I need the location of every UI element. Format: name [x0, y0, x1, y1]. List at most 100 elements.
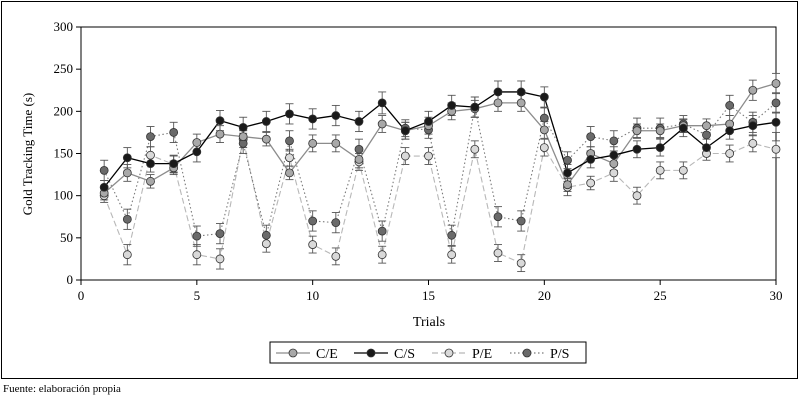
y-tick-label: 300 [54, 19, 74, 34]
x-tick-label: 10 [306, 288, 319, 303]
data-point-c-s [748, 121, 758, 131]
series-line-p-s [103, 102, 777, 237]
data-point-c-e [192, 138, 202, 147]
data-point-c-s [447, 101, 457, 110]
data-point-p-e [771, 144, 781, 154]
data-point-p-s [146, 132, 155, 142]
legend-label-p-s: P/S [550, 347, 569, 362]
data-point-c-e [215, 129, 225, 139]
data-point-c-e [771, 79, 781, 88]
data-point-p-e [539, 143, 549, 152]
data-point-p-s [261, 230, 271, 240]
data-point-p-s [539, 113, 549, 123]
data-point-p-e [424, 151, 433, 161]
data-point-c-s [655, 143, 665, 152]
data-point-c-s [331, 111, 341, 120]
data-point-p-e [609, 168, 619, 178]
data-point-c-s [261, 117, 271, 126]
data-point-c-s [678, 123, 688, 133]
y-tick-label: 0 [67, 272, 74, 287]
legend-marker-p-e [444, 348, 454, 358]
data-point-p-e [678, 165, 688, 175]
data-point-p-s [702, 130, 711, 140]
data-point-p-e [215, 254, 225, 264]
data-point-c-s [586, 155, 596, 164]
data-point-c-e [122, 168, 132, 178]
y-tick-label: 150 [54, 146, 74, 161]
data-point-p-s [725, 101, 735, 110]
data-point-c-s [238, 122, 248, 132]
data-point-p-e [308, 240, 318, 249]
data-point-p-e [146, 150, 155, 160]
y-axis-label: Gold Tracking Time (s) [20, 93, 35, 215]
data-point-p-e [586, 178, 596, 188]
legend: C/E C/S P/E P/S [269, 341, 587, 364]
series-line-p-e [103, 139, 777, 264]
data-point-p-e [655, 165, 665, 175]
data-point-p-s [308, 216, 318, 226]
figure-frame: 0 50 100 150 200 250 300 0 5 10 15 20 25 30 Gold Trac… [1, 1, 798, 379]
data-point-p-s [447, 230, 457, 240]
data-point-p-e [748, 138, 758, 148]
data-point-c-s [215, 116, 225, 126]
data-point-c-e [331, 138, 341, 148]
data-point-c-s [702, 143, 711, 152]
data-point-p-s [563, 155, 572, 165]
data-point-c-s [516, 87, 526, 97]
data-point-c-s [308, 114, 318, 124]
data-point-c-s [424, 117, 433, 126]
data-point-p-e [285, 153, 294, 163]
data-point-c-e [702, 121, 711, 131]
data-point-p-e [192, 250, 202, 260]
y-tick-label: 100 [54, 188, 74, 203]
data-point-c-e [261, 134, 271, 144]
y-tick-label: 50 [60, 230, 73, 245]
chart-svg: 0 50 100 150 200 250 300 0 5 10 15 20 25 30 Gold Trac… [20, 19, 783, 364]
data-point-p-s [609, 136, 619, 146]
data-point-p-e [122, 250, 132, 260]
plot-area: 0 50 100 150 200 250 300 0 5 10 15 20 25 30 [54, 19, 783, 303]
data-point-p-s [586, 132, 596, 142]
data-point-c-e [748, 85, 758, 95]
series-line-c-e [103, 82, 777, 194]
data-point-c-e [493, 98, 503, 108]
data-point-c-e [308, 138, 318, 148]
data-point-c-s [493, 87, 503, 97]
data-point-p-s [516, 216, 526, 226]
data-point-c-e [539, 125, 549, 135]
data-point-p-s [215, 229, 225, 239]
data-point-c-s [563, 168, 572, 178]
data-point-p-e [632, 191, 642, 201]
data-point-p-s [377, 226, 387, 236]
data-point-c-s [169, 159, 179, 169]
data-point-c-e [285, 168, 294, 178]
legend-box [269, 341, 587, 364]
legend-marker-c-e [288, 348, 298, 358]
x-tick-label: 5 [194, 288, 201, 303]
data-point-p-s [354, 144, 364, 154]
data-point-c-s [609, 150, 619, 160]
data-point-p-e [516, 258, 526, 268]
data-point-c-e [516, 98, 526, 108]
data-point-c-s [539, 92, 549, 102]
legend-marker-c-s [366, 348, 376, 358]
data-point-p-e [377, 250, 387, 260]
data-point-c-s [99, 182, 109, 192]
data-point-c-e [238, 132, 248, 142]
data-point-p-s [169, 128, 179, 137]
data-point-c-s [771, 117, 781, 127]
legend-label-p-e: P/E [472, 347, 492, 362]
data-point-c-s [122, 153, 132, 163]
legend-label-c-s: C/S [394, 347, 415, 362]
data-point-c-s [400, 126, 410, 136]
data-point-c-e [377, 119, 387, 129]
x-tick-label: 25 [654, 288, 667, 303]
x-tick-label: 30 [770, 288, 783, 303]
x-tick-label: 20 [538, 288, 551, 303]
source-note: Fuente: elaboración propia [3, 383, 121, 395]
data-point-c-s [725, 126, 735, 136]
legend-marker-p-s [522, 348, 532, 358]
data-point-p-s [771, 98, 781, 108]
data-point-p-e [725, 149, 735, 158]
data-point-p-s [493, 212, 503, 222]
